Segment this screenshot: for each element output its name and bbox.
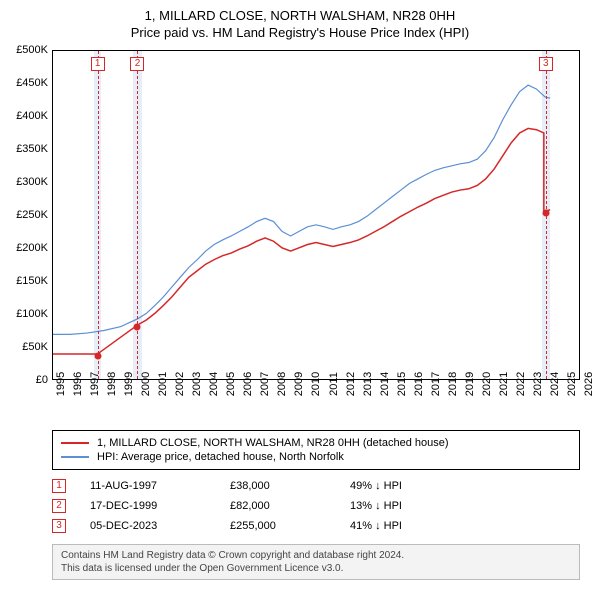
attribution-line-2: This data is licensed under the Open Gov…: [61, 562, 571, 575]
x-tick-label: 2025: [566, 372, 578, 396]
x-tick-label: 2001: [157, 372, 169, 396]
x-tick-label: 2004: [208, 372, 220, 396]
x-tick-label: 2010: [310, 372, 322, 396]
sales-diff: 41% ↓ HPI: [350, 520, 470, 532]
legend-item: HPI: Average price, detached house, Nort…: [61, 451, 571, 463]
sale-marker: 1: [91, 57, 105, 71]
sales-marker: 2: [52, 499, 66, 513]
sale-marker: 2: [130, 57, 144, 71]
sales-date: 05-DEC-2023: [90, 520, 230, 532]
x-tick-label: 1998: [106, 372, 118, 396]
x-tick-label: 2024: [549, 372, 561, 396]
x-tick-label: 2012: [345, 372, 357, 396]
sale-dot: [134, 323, 141, 330]
x-tick-label: 2023: [532, 372, 544, 396]
legend-label: HPI: Average price, detached house, Nort…: [97, 451, 344, 463]
chart-legend: 1, MILLARD CLOSE, NORTH WALSHAM, NR28 0H…: [52, 430, 580, 470]
sale-dot: [542, 209, 549, 216]
x-tick-label: 2003: [191, 372, 203, 396]
title-line-1: 1, MILLARD CLOSE, NORTH WALSHAM, NR28 0H…: [0, 8, 600, 23]
sale-vline: [98, 51, 99, 379]
chart-title: 1, MILLARD CLOSE, NORTH WALSHAM, NR28 0H…: [0, 0, 600, 40]
attribution-line-1: Contains HM Land Registry data © Crown c…: [61, 549, 571, 562]
sales-row: 2 17-DEC-1999£82,00013% ↓ HPI: [52, 496, 580, 516]
sales-row: 3 05-DEC-2023£255,00041% ↓ HPI: [52, 516, 580, 536]
chart-plot-area: 1 2 3: [52, 50, 580, 380]
legend-swatch: [61, 442, 89, 444]
x-tick-label: 2015: [396, 372, 408, 396]
x-tick-label: 2013: [362, 372, 374, 396]
sales-price: £82,000: [230, 500, 350, 512]
y-tick-label: £150K: [16, 275, 48, 287]
y-tick-label: £300K: [16, 176, 48, 188]
title-line-2: Price paid vs. HM Land Registry's House …: [0, 25, 600, 40]
x-tick-label: 2006: [242, 372, 254, 396]
legend-item: 1, MILLARD CLOSE, NORTH WALSHAM, NR28 0H…: [61, 437, 571, 449]
sale-dot: [94, 352, 101, 359]
x-tick-label: 2026: [583, 372, 595, 396]
x-tick-label: 2007: [259, 372, 271, 396]
attribution-box: Contains HM Land Registry data © Crown c…: [52, 544, 580, 580]
sales-marker: 3: [52, 519, 66, 533]
sales-diff: 13% ↓ HPI: [350, 500, 470, 512]
sales-table: 1 11-AUG-1997£38,00049% ↓ HPI 2 17-DEC-1999…: [52, 476, 580, 536]
x-tick-label: 2017: [430, 372, 442, 396]
x-tick-label: 1995: [55, 372, 67, 396]
y-tick-label: £500K: [16, 44, 48, 56]
x-tick-label: 2018: [447, 372, 459, 396]
sales-price: £255,000: [230, 520, 350, 532]
sales-date: 11-AUG-1997: [90, 480, 230, 492]
sales-date: 17-DEC-1999: [90, 500, 230, 512]
x-tick-label: 2009: [293, 372, 305, 396]
x-tick-label: 1996: [72, 372, 84, 396]
y-tick-label: £100K: [16, 308, 48, 320]
sales-row: 1 11-AUG-1997£38,00049% ↓ HPI: [52, 476, 580, 496]
y-tick-label: £200K: [16, 242, 48, 254]
x-tick-label: 2016: [413, 372, 425, 396]
x-tick-label: 2021: [498, 372, 510, 396]
sales-price: £38,000: [230, 480, 350, 492]
sale-marker: 3: [539, 57, 553, 71]
legend-label: 1, MILLARD CLOSE, NORTH WALSHAM, NR28 0H…: [97, 437, 449, 449]
legend-swatch: [61, 456, 89, 458]
x-tick-label: 2002: [174, 372, 186, 396]
x-tick-label: 2005: [225, 372, 237, 396]
x-tick-label: 2019: [464, 372, 476, 396]
y-tick-label: £450K: [16, 77, 48, 89]
x-tick-label: 2014: [379, 372, 391, 396]
y-tick-label: £50K: [22, 341, 48, 353]
x-tick-label: 2011: [328, 372, 340, 396]
x-tick-label: 2020: [481, 372, 493, 396]
series-hpi: [53, 85, 550, 334]
series-price_paid: [53, 128, 550, 354]
sales-diff: 49% ↓ HPI: [350, 480, 470, 492]
x-tick-label: 1999: [123, 372, 135, 396]
x-tick-label: 2008: [276, 372, 288, 396]
x-tick-label: 1997: [89, 372, 101, 396]
x-tick-label: 2022: [515, 372, 527, 396]
y-tick-label: £250K: [16, 209, 48, 221]
y-tick-label: £400K: [16, 110, 48, 122]
sales-marker: 1: [52, 479, 66, 493]
x-tick-label: 2000: [140, 372, 152, 396]
chart-lines-svg: [53, 51, 579, 379]
y-tick-label: £0: [36, 374, 48, 386]
y-tick-label: £350K: [16, 143, 48, 155]
